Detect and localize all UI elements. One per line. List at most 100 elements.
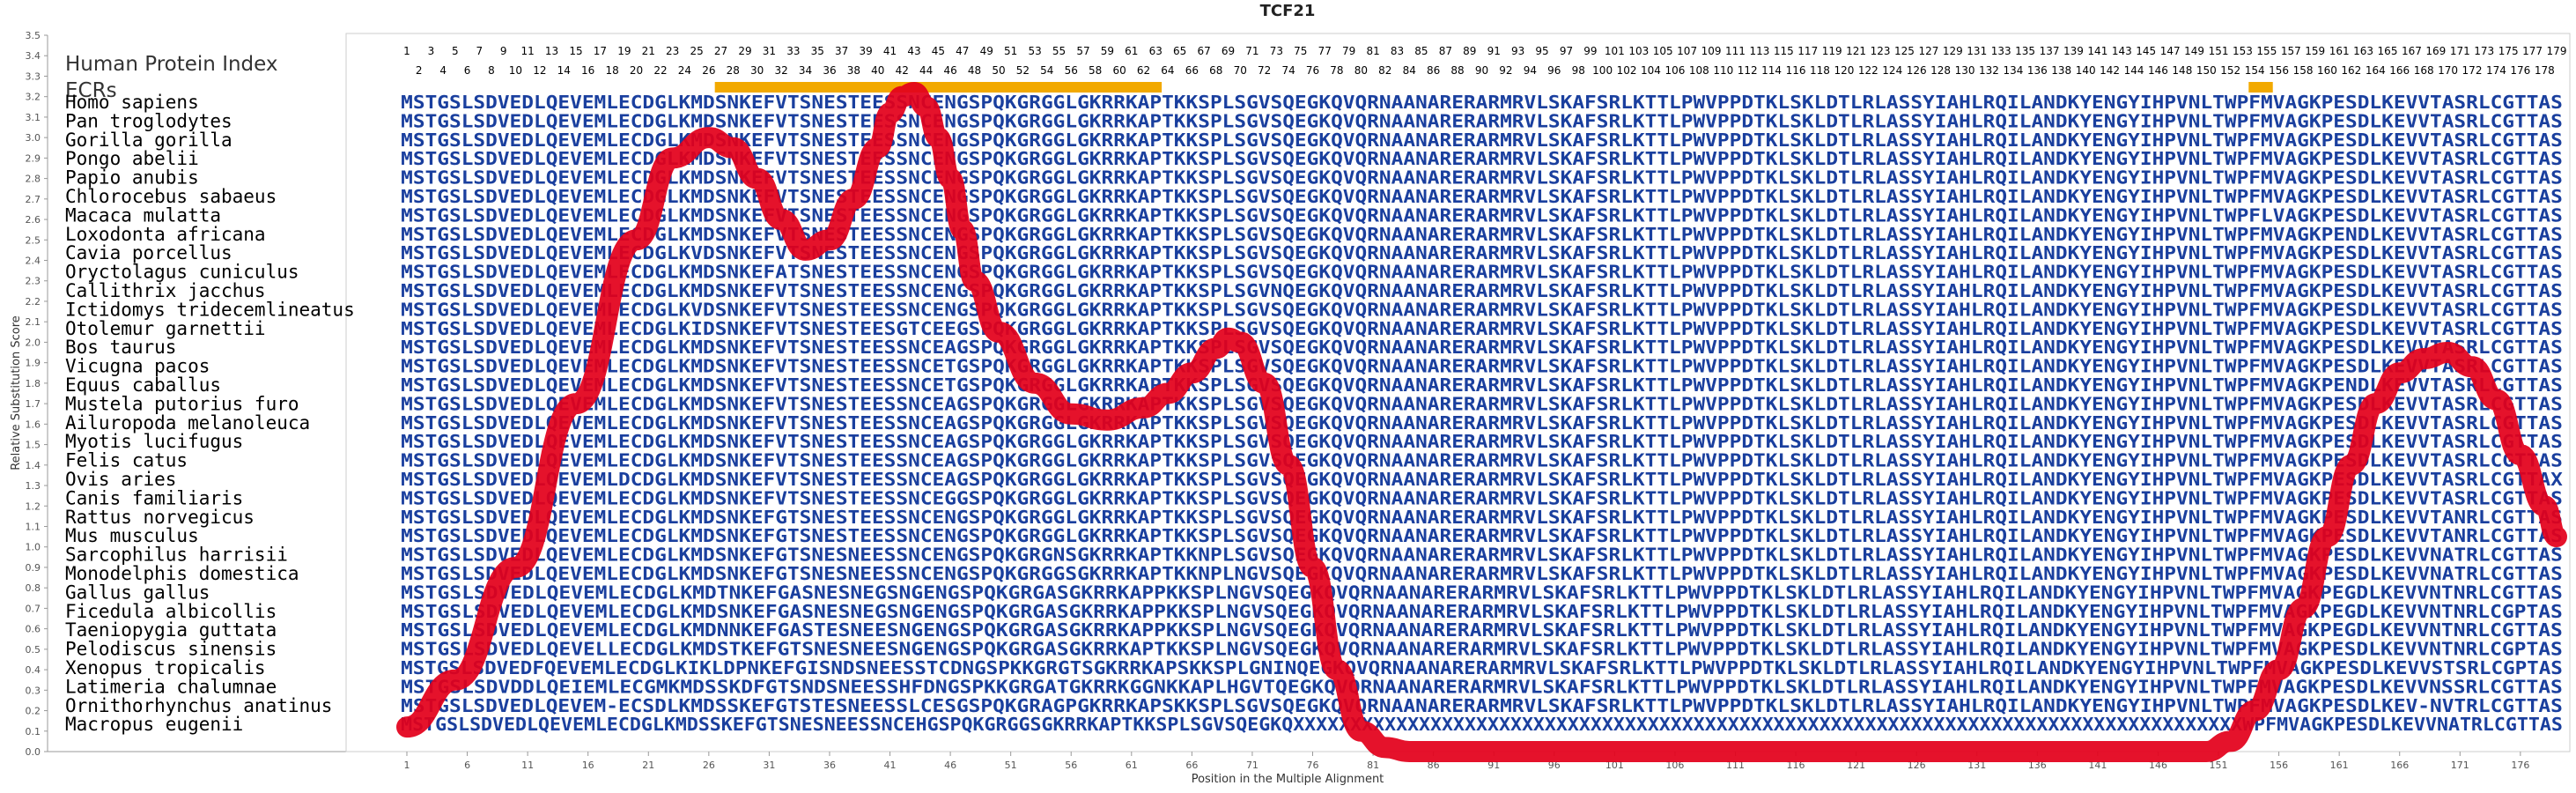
human-index-number: 34: [799, 64, 812, 77]
human-index-number: 102: [1617, 64, 1637, 77]
sequence-row: MSTGSLSDVEDLQEVEMLECDGLKMDSNKEFVTSNESTEE…: [401, 393, 2563, 414]
human-index-number: 162: [2341, 64, 2361, 77]
y-tick-label: 1.1: [26, 521, 41, 532]
y-axis-label: Relative Substitution Score: [10, 315, 23, 471]
human-index-number: 106: [1664, 64, 1685, 77]
y-tick-label: 0.0: [26, 746, 41, 758]
x-tick-label: 26: [703, 760, 715, 771]
human-index-number: 42: [896, 64, 909, 77]
y-tick-label: 2.6: [26, 214, 41, 226]
human-index-label: Human Protein Index: [65, 53, 278, 76]
human-index-number: 18: [605, 64, 618, 77]
species-label: Ovis aries: [65, 469, 176, 490]
human-index-number: 53: [1028, 45, 1041, 57]
species-label: Loxodonta africana: [65, 224, 266, 245]
human-index-number: 36: [823, 64, 836, 77]
human-index-number: 78: [1330, 64, 1343, 77]
human-index-number: 96: [1547, 64, 1561, 77]
human-index-number: 140: [2076, 64, 2096, 77]
species-label: Ornithorhynchus anatinus: [65, 695, 332, 716]
species-label: Oryctolagus cuniculus: [65, 262, 299, 283]
human-index-number: 91: [1487, 45, 1501, 57]
human-index-number: 68: [1209, 64, 1222, 77]
human-index-number: 175: [2498, 45, 2519, 57]
human-index-number: 82: [1378, 64, 1391, 77]
human-index-number: 49: [980, 45, 993, 57]
human-index-number: 107: [1677, 45, 1697, 57]
y-tick-label: 0.2: [26, 706, 41, 717]
human-index-number: 32: [774, 64, 787, 77]
human-index-number: 58: [1089, 64, 1102, 77]
human-index-number: 79: [1342, 45, 1355, 57]
human-index-number: 109: [1701, 45, 1722, 57]
x-tick-label: 1: [404, 760, 410, 771]
species-label: Macaca mulatta: [65, 204, 221, 226]
y-tick-label: 1.4: [26, 460, 41, 471]
human-index-number: 11: [520, 45, 534, 57]
human-index-number: 88: [1450, 64, 1464, 77]
sequence-row: MSTGSLSDVEDLQEVEM-ECSDLKMDSSKEFGTSTESNEE…: [401, 695, 2563, 716]
sequence-row: MSTGSLSDVEDLQEVEMLECDGLKMDSNKEFGASNESNEG…: [401, 601, 2563, 622]
sequence-row: MSTGSLSDVEDLQEVEMLECDGLKMDSNKEFGTSNESNEE…: [401, 563, 2563, 584]
human-index-number: 62: [1137, 64, 1150, 77]
human-index-number: 114: [1761, 64, 1782, 77]
human-index-number: 171: [2450, 45, 2470, 57]
sequence-row: MSTGSLSDVEDLQEVEMLECDGLKMDTNKEFGASNESNEG…: [401, 582, 2563, 603]
human-index-number: 85: [1414, 45, 1428, 57]
human-index-number: 2: [416, 64, 423, 77]
human-index-number: 131: [1967, 45, 1987, 57]
sequence-row: MSTGSLSDVEDLQEVEMLECDGLKMDNNKEFGASTESNEE…: [401, 619, 2563, 641]
human-index-number: 126: [1907, 64, 1927, 77]
human-index-number: 84: [1403, 64, 1416, 77]
y-tick-label: 0.6: [26, 624, 41, 635]
x-tick-label: 141: [2088, 760, 2107, 771]
human-index-number: 143: [2112, 45, 2132, 57]
human-index-number: 156: [2269, 64, 2289, 77]
species-label: Ailuropoda melanoleuca: [65, 412, 310, 434]
sequence-row: MSTGSLSDVEDLQEVEMLECDGLKMDSNKEFVTSNESTEE…: [401, 280, 2563, 301]
human-index-number: 6: [464, 64, 471, 77]
sequence-row: MSTGSLSDVEDLQEVEMLECDGLKMDSNKEFATSNESTEE…: [401, 262, 2563, 283]
human-index-number: 75: [1294, 45, 1307, 57]
human-index-number: 176: [2510, 64, 2530, 77]
human-index-number: 74: [1281, 64, 1295, 77]
human-index-number: 38: [847, 64, 860, 77]
human-index-number: 123: [1871, 45, 1891, 57]
species-label: Homo sapiens: [65, 92, 199, 113]
x-tick-label: 126: [1908, 760, 1926, 771]
sequence-row: MSTGSLSDVEDLQEVEMLECDGLKMDSNKEFVTSNESTEE…: [401, 167, 2563, 189]
human-index-number: 169: [2425, 45, 2446, 57]
human-index-number: 97: [1560, 45, 1573, 57]
substitution-score-line: [396, 82, 2567, 763]
sequence-row: MSTGSLSDVEDLQEVEMLECDGLKMDSNKEFVTSNESTEE…: [401, 186, 2563, 207]
human-index-number: 137: [2040, 45, 2060, 57]
sequence-row: MSTGSLSDVEDLQEVEMLECDGLKVDSNKEFVTSNESTEE…: [401, 299, 2563, 320]
human-index-number: 120: [1834, 64, 1854, 77]
x-tick-label: 116: [1787, 760, 1805, 771]
sequence-row: MSTGSLSDVEDLQEVEMLECDGLKVDSNKEFVTSNESTEE…: [401, 242, 2563, 263]
x-tick-label: 136: [2028, 760, 2047, 771]
human-index-number: 111: [1725, 45, 1746, 57]
human-index-number: 148: [2172, 64, 2192, 77]
x-tick-label: 96: [1548, 760, 1561, 771]
human-index-number: 99: [1583, 45, 1597, 57]
human-index-number: 23: [666, 45, 679, 57]
x-tick-label: 151: [2210, 760, 2228, 771]
human-index-number: 65: [1173, 45, 1186, 57]
sequence-row: MSTGSLSDVEDLQEVEMLECDGLKMDSNKEFVTSNESTEE…: [401, 337, 2563, 358]
x-tick-label: 106: [1665, 760, 1684, 771]
chart-title: TCF21: [1260, 2, 1316, 20]
x-tick-label: 171: [2451, 760, 2469, 771]
human-index-number: 61: [1125, 45, 1138, 57]
species-label: Monodelphis domestica: [65, 563, 299, 584]
human-index-number: 135: [2015, 45, 2035, 57]
human-index-number: 129: [1943, 45, 1963, 57]
human-index-number: 9: [500, 45, 507, 57]
human-index-number: 76: [1306, 64, 1319, 77]
x-tick-label: 56: [1065, 760, 1077, 771]
y-tick-label: 2.7: [26, 194, 41, 205]
y-tick-label: 2.8: [26, 174, 41, 185]
human-index-number: 160: [2317, 64, 2337, 77]
human-index-number: 37: [835, 45, 848, 57]
x-tick-label: 156: [2270, 760, 2288, 771]
